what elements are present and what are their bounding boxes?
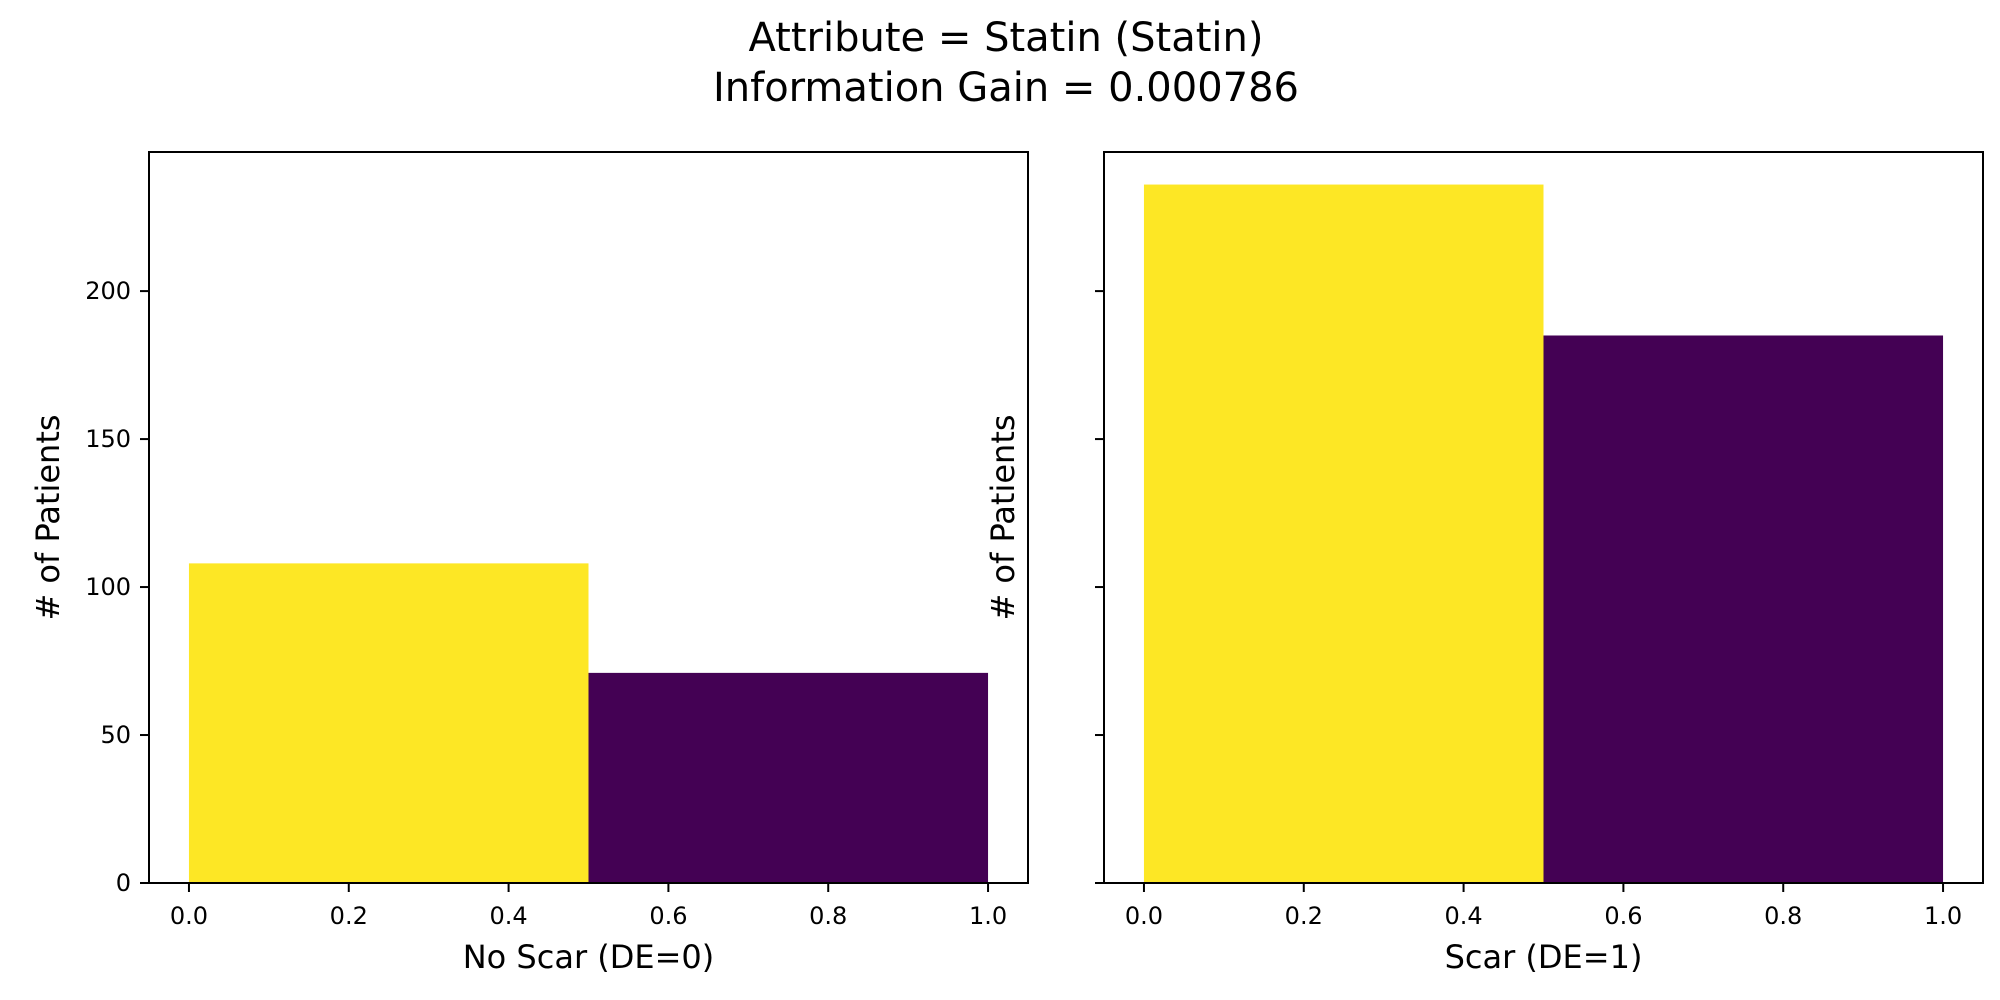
x-tick-label: 0.0: [1125, 902, 1163, 930]
x-tick-label: 0.4: [1445, 902, 1483, 930]
y-tick-label: 50: [100, 721, 131, 749]
x-tick-label: 0.2: [1285, 902, 1323, 930]
bar: [188, 563, 589, 883]
y-tick-label: 0: [116, 869, 131, 897]
x-tick-label: 1.0: [969, 902, 1007, 930]
bar: [588, 672, 989, 883]
bar: [1543, 335, 1944, 883]
x-tick-label: 0.6: [649, 902, 687, 930]
x-tick-label: 0.8: [809, 902, 847, 930]
axes-frame: [1103, 151, 1984, 884]
x-tick-label: 0.2: [330, 902, 368, 930]
right-panel-scar: 0.0 0.2 0.4 0.6 0.8 1.0 Scar (DE=1) # of Patien…: [984, 151, 1984, 976]
y-axis-label: # of Patients: [984, 414, 1022, 620]
y-tick-label: 200: [85, 277, 131, 305]
axes-frame: [148, 151, 1029, 884]
x-tick-label: 0.6: [1604, 902, 1642, 930]
y-tick-label: 150: [85, 425, 131, 453]
figure-title-line-1: Attribute = Statin (Statin): [749, 15, 1264, 61]
y-axis-label: # of Patients: [29, 414, 67, 620]
figure-title-line-2: Information Gain = 0.000786: [713, 65, 1299, 111]
x-axis-label: No Scar (DE=0): [463, 938, 715, 976]
left-panel-no-scar: 0.0 0.2 0.4 0.6 0.8 1.0 0 50 100 150 200 No Scar (D…: [29, 151, 1029, 976]
x-tick-label: 0.4: [490, 902, 528, 930]
x-tick-label: 0.8: [1764, 902, 1802, 930]
x-tick-label: 1.0: [1924, 902, 1962, 930]
y-tick-label: 100: [85, 573, 131, 601]
x-axis-label: Scar (DE=1): [1445, 938, 1643, 976]
x-tick-label: 0.0: [170, 902, 208, 930]
bar: [1143, 184, 1544, 883]
